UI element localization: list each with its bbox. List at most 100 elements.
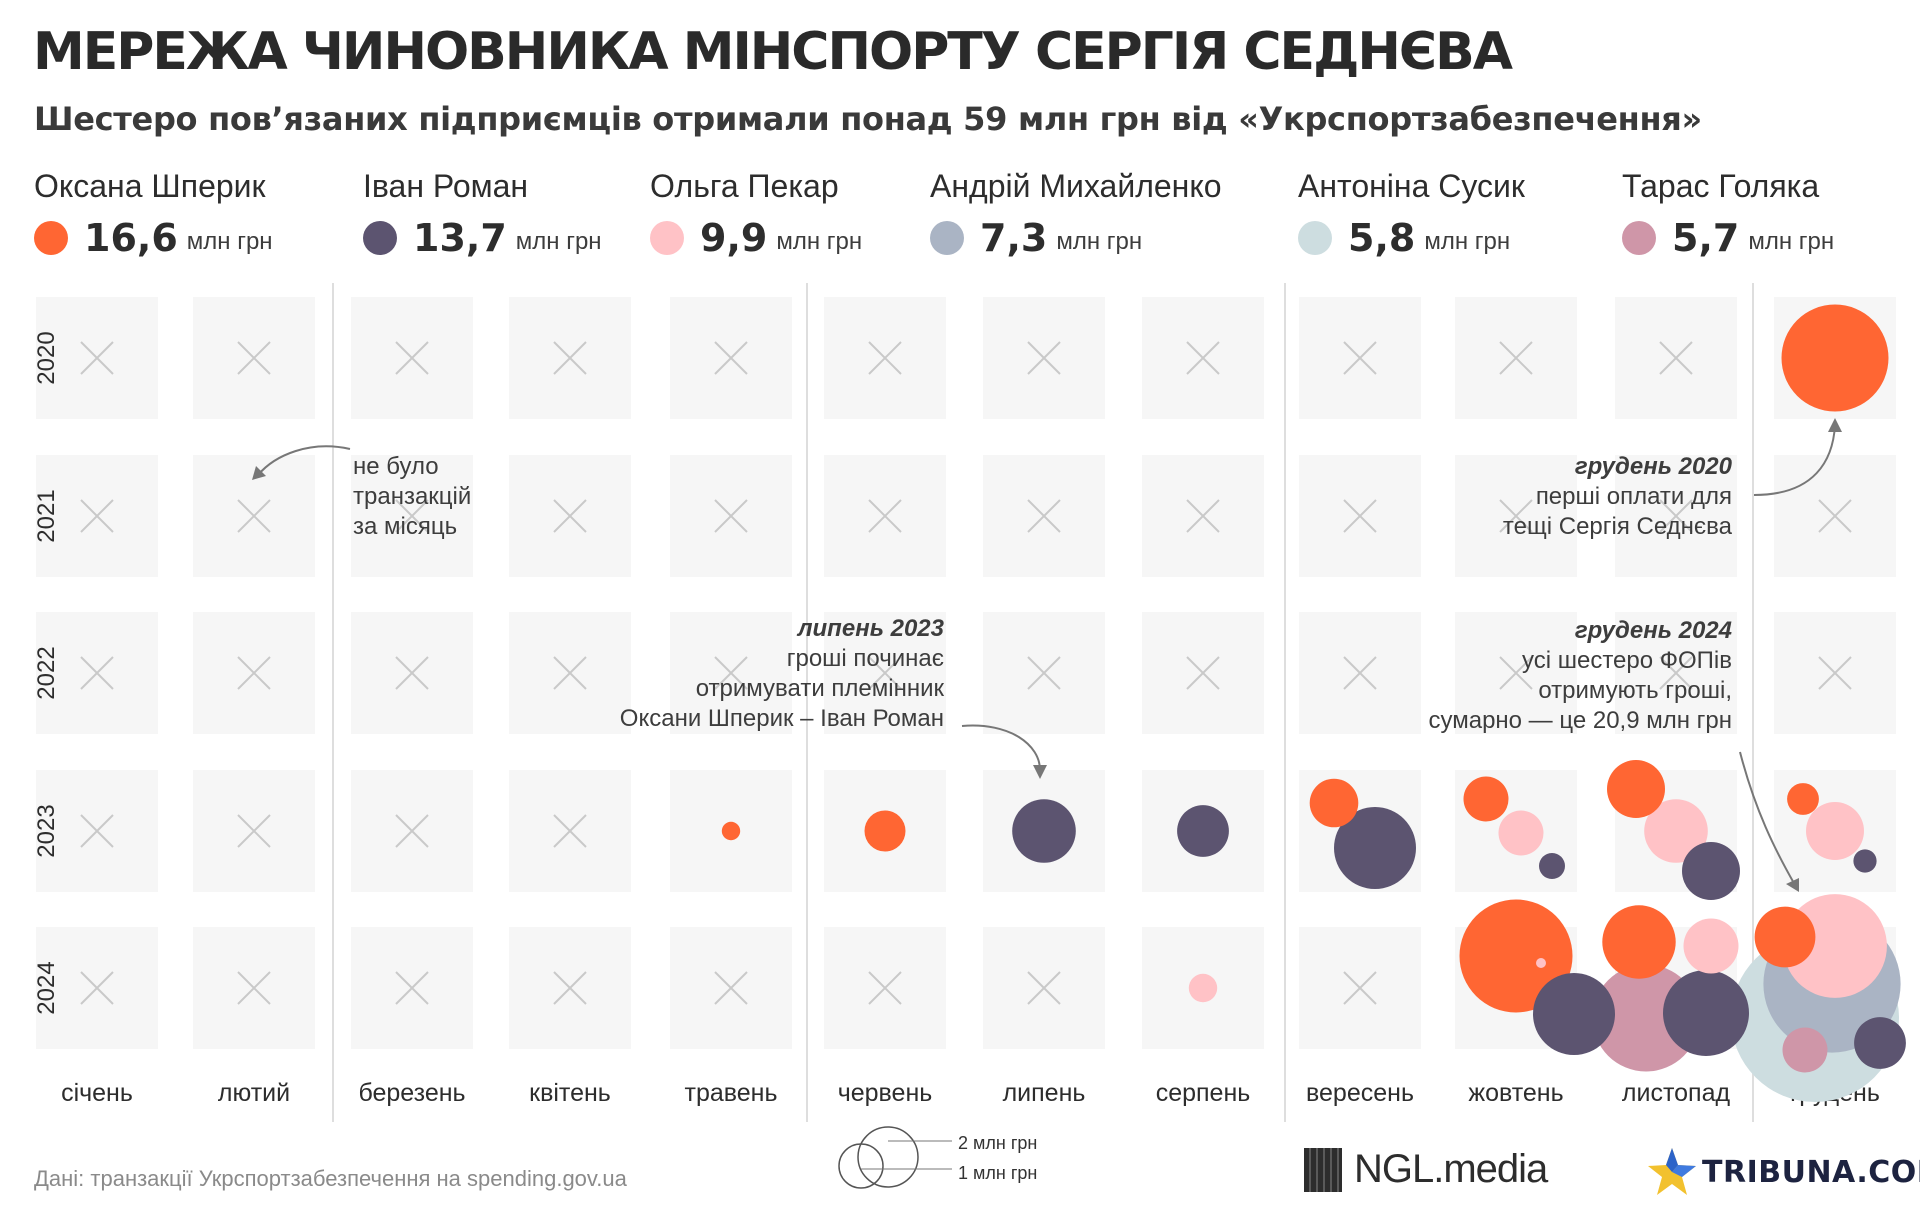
year-label-2021: 2021: [33, 489, 60, 542]
no-transaction-marker: [553, 499, 587, 533]
annotation-line: не було: [353, 453, 439, 480]
legend-item-holiaka: Тарас Голяка 5,7 млн грн: [1622, 168, 1834, 260]
annotation-line: отримують гроші,: [1538, 677, 1732, 704]
no-transaction-marker: [714, 341, 748, 375]
no-transaction-marker: [80, 656, 114, 690]
chart-title: МЕРЕЖА ЧИНОВНИКА МІНСПОРТУ СЕРГІЯ СЕДНЄВ…: [33, 22, 1513, 82]
legend-name: Андрій Михайленко: [930, 168, 1222, 204]
legend-name: Тарас Голяка: [1622, 168, 1820, 204]
scale-label-large: 2 млн грн: [958, 1133, 1038, 1153]
bubble-2024-11: [1602, 905, 1676, 979]
legend-item-shperyk: Оксана Шперик 16,6 млн грн: [34, 168, 273, 260]
no-transaction-marker: [237, 656, 271, 690]
month-label: травень: [685, 1079, 778, 1107]
annotation-line: усі шестеро ФОПів: [1521, 647, 1732, 674]
arrow-head: [1786, 878, 1799, 892]
ngl-logo-icon: [1304, 1147, 1342, 1192]
annotation-no-transactions: не було транзакцій за місяць: [353, 452, 471, 542]
bubble-2023-9: [1309, 778, 1359, 828]
ngl-media-logo[interactable]: NGL.media: [1304, 1147, 1548, 1192]
legend-item-susyk: Антоніна Сусик 5,8 млн грн: [1298, 168, 1525, 260]
no-transaction-marker: [395, 814, 429, 848]
legend-item-pekar: Ольга Пекар 9,9 млн грн: [650, 168, 862, 260]
month-label: квітень: [529, 1079, 611, 1107]
annotation-arrow: [961, 724, 1041, 771]
no-transaction-marker: [1027, 341, 1061, 375]
no-transaction-marker: [1027, 971, 1061, 1005]
arrow-head: [252, 466, 266, 480]
month-label: лютий: [218, 1079, 290, 1107]
bubble-2023-10: [1539, 853, 1565, 879]
no-transaction-marker: [868, 341, 902, 375]
no-transaction-marker: [1499, 499, 1533, 533]
annotation-arrow: [1739, 751, 1796, 886]
no-transaction-marker: [868, 499, 902, 533]
no-transaction-marker: [553, 814, 587, 848]
legend-unit: млн грн: [1424, 228, 1511, 255]
annotation-july-2023: липень 2023 гроші починає отримувати пле…: [620, 614, 944, 734]
annotation-heading: грудень 2024: [1574, 617, 1732, 644]
year-label-2020: 2020: [33, 331, 60, 384]
no-transaction-marker: [395, 971, 429, 1005]
no-transaction-marker: [80, 814, 114, 848]
ngl-logo-text: NGL.media: [1354, 1147, 1548, 1191]
annotation-line: за місяць: [353, 513, 458, 540]
annotation-line: транзакцій: [353, 483, 472, 510]
year-label-2023: 2023: [33, 804, 60, 857]
annotation-line: тещі Сергія Седнєва: [1502, 513, 1732, 540]
no-transaction-marker: [80, 341, 114, 375]
bubble-2023-12: [1787, 783, 1819, 815]
year-label-2022: 2022: [33, 646, 60, 699]
bubble-2024-11: [1663, 970, 1749, 1056]
month-label: серпень: [1156, 1079, 1251, 1107]
no-transaction-marker: [1343, 499, 1377, 533]
month-label: березень: [358, 1079, 465, 1107]
annotation-line: сумарно — це 20,9 млн грн: [1428, 707, 1732, 734]
legend-value: 9,9: [700, 216, 768, 260]
no-transaction-marker: [1499, 341, 1533, 375]
bubble-2023-11: [1682, 842, 1740, 900]
year-label-2024: 2024: [33, 961, 60, 1014]
legend-dot-susyk: [1298, 221, 1332, 255]
tribuna-star-icon: [1648, 1148, 1696, 1195]
legend-dot-roman: [363, 221, 397, 255]
tribuna-logo[interactable]: TRIBUNA.COM: [1646, 1146, 1920, 1198]
bubble-2024-12: [1782, 1027, 1828, 1073]
no-transaction-marker: [1186, 341, 1220, 375]
month-label: жовтень: [1468, 1079, 1563, 1107]
no-transaction-marker: [1343, 656, 1377, 690]
bubble-2020-12: [1781, 304, 1889, 412]
legend-name: Оксана Шперик: [34, 168, 266, 204]
annotation-line: Оксани Шперик – Іван Роман: [619, 705, 944, 732]
no-transaction-marker: [1499, 656, 1533, 690]
no-transaction-marker: [714, 499, 748, 533]
legend-item-mykhailenko: Андрій Михайленко 7,3 млн грн: [930, 168, 1222, 260]
legend-item-roman: Іван Роман 13,7 млн грн: [363, 168, 602, 260]
legend-dot-pekar: [650, 221, 684, 255]
scale-label-small: 1 млн грн: [958, 1163, 1038, 1183]
arrow-head: [1033, 765, 1047, 779]
legend-dot-mykhailenko: [930, 221, 964, 255]
no-transaction-marker: [1659, 656, 1693, 690]
no-transaction-marker: [714, 656, 748, 690]
no-transaction-marker: [237, 341, 271, 375]
annotation-line: отримувати племінник: [695, 675, 944, 702]
no-transaction-marker: [714, 971, 748, 1005]
no-transaction-marker: [395, 499, 429, 533]
no-transaction-marker: [1343, 341, 1377, 375]
bubble-2024-11: [1683, 918, 1739, 974]
no-transaction-marker: [1027, 656, 1061, 690]
legend-unit: млн грн: [1056, 228, 1143, 255]
no-transaction-marker: [395, 341, 429, 375]
bubble-2024-10: [1459, 899, 1573, 1013]
bubble-2023-7: [1012, 799, 1076, 863]
no-transaction-marker: [1027, 499, 1061, 533]
scale-circle-small: [838, 1143, 884, 1189]
annotation-december-2024: грудень 2024 усі шестеро ФОПів отримують…: [1428, 616, 1732, 736]
no-transaction-marker: [553, 971, 587, 1005]
annotation-december-2020: грудень 2020 перші оплати для тещі Сергі…: [1503, 452, 1732, 542]
no-transaction-marker: [553, 656, 587, 690]
no-transaction-marker: [237, 971, 271, 1005]
bubble-2023-12: [1853, 849, 1877, 873]
